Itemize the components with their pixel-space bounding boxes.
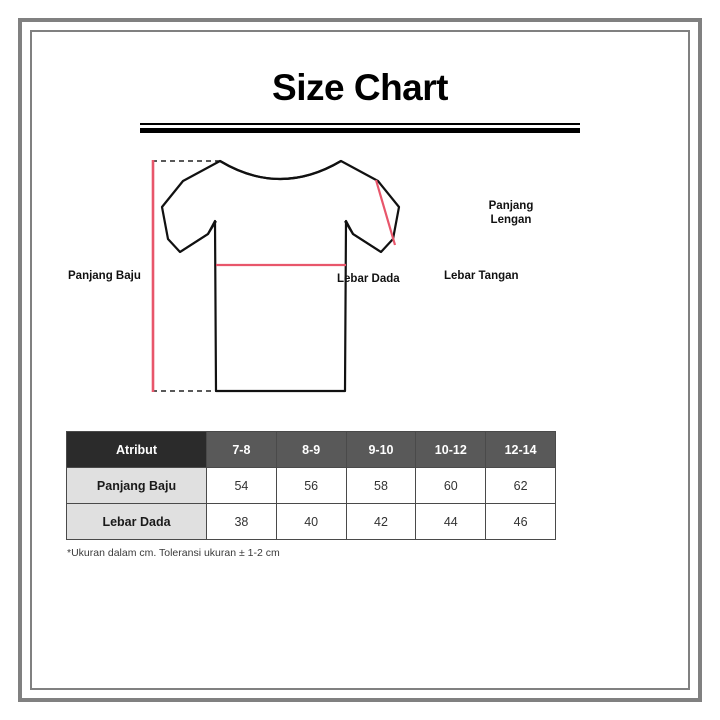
decorative-inner-frame bbox=[30, 30, 690, 690]
label-panjang-lengan-line1: Panjang bbox=[488, 200, 534, 212]
label-panjang-lengan: Panjang Lengan bbox=[475, 199, 547, 227]
table-header-size-9-10: 9-10 bbox=[345, 431, 417, 468]
label-lebar-dada: Lebar Dada bbox=[337, 273, 400, 285]
tshirt-illustration bbox=[151, 159, 401, 393]
table-cell-lebar-dada-9-10: 42 bbox=[345, 503, 417, 540]
title-divider bbox=[140, 123, 580, 133]
collar-curve bbox=[219, 160, 342, 181]
size-chart-content: Size Chart Panjang Baju Lebar D bbox=[40, 40, 680, 680]
sleeve-seam-right bbox=[344, 220, 382, 253]
page-title: Size Chart bbox=[272, 67, 448, 108]
table-header-size-12-14: 12-14 bbox=[485, 431, 556, 468]
table-header-size-7-8: 7-8 bbox=[206, 431, 277, 468]
table-row: Panjang Baju 54 56 58 60 62 bbox=[66, 467, 556, 504]
table-row-label-panjang-baju: Panjang Baju bbox=[66, 467, 207, 504]
table-cell-panjang-baju-9-10: 58 bbox=[345, 467, 417, 504]
size-table: Atribut 7-8 8-9 9-10 10-12 12-14 Panjang… bbox=[66, 431, 556, 540]
label-panjang-baju: Panjang Baju bbox=[68, 270, 141, 282]
label-panjang-lengan-line2: Lengan bbox=[490, 214, 532, 226]
label-lebar-tangan: Lebar Tangan bbox=[444, 270, 519, 282]
table-cell-lebar-dada-7-8: 38 bbox=[206, 503, 277, 540]
tshirt-measurement-diagram: Panjang Baju Lebar Dada Panjang Lengan L… bbox=[40, 149, 680, 419]
title-divider-thin-rule bbox=[140, 123, 580, 125]
measure-line-sleeve-length bbox=[374, 179, 397, 246]
table-footnote: *Ukuran dalam cm. Toleransi ukuran ± 1-2… bbox=[67, 547, 280, 559]
decorative-outer-frame bbox=[18, 18, 702, 702]
size-table-body: Panjang Baju 54 56 58 60 62 Lebar Dada 3… bbox=[66, 467, 556, 540]
table-cell-panjang-baju-7-8: 54 bbox=[206, 467, 277, 504]
size-table-header: Atribut 7-8 8-9 9-10 10-12 12-14 bbox=[66, 431, 556, 468]
table-cell-panjang-baju-8-9: 56 bbox=[275, 467, 347, 504]
table-cell-panjang-baju-10-12: 60 bbox=[415, 467, 487, 504]
table-cell-panjang-baju-12-14: 62 bbox=[485, 467, 556, 504]
table-cell-lebar-dada-8-9: 40 bbox=[275, 503, 347, 540]
table-row-label-lebar-dada: Lebar Dada bbox=[66, 503, 207, 540]
sleeve-seam-left bbox=[179, 220, 217, 253]
table-header-row: Atribut 7-8 8-9 9-10 10-12 12-14 bbox=[66, 431, 556, 468]
table-cell-lebar-dada-12-14: 46 bbox=[485, 503, 556, 540]
table-header-size-8-9: 8-9 bbox=[275, 431, 347, 468]
table-header-size-10-12: 10-12 bbox=[415, 431, 487, 468]
table-row: Lebar Dada 38 40 42 44 46 bbox=[66, 503, 556, 540]
table-cell-lebar-dada-10-12: 44 bbox=[415, 503, 487, 540]
table-header-atribut: Atribut bbox=[66, 431, 207, 468]
title-divider-thick-rule bbox=[140, 128, 580, 133]
